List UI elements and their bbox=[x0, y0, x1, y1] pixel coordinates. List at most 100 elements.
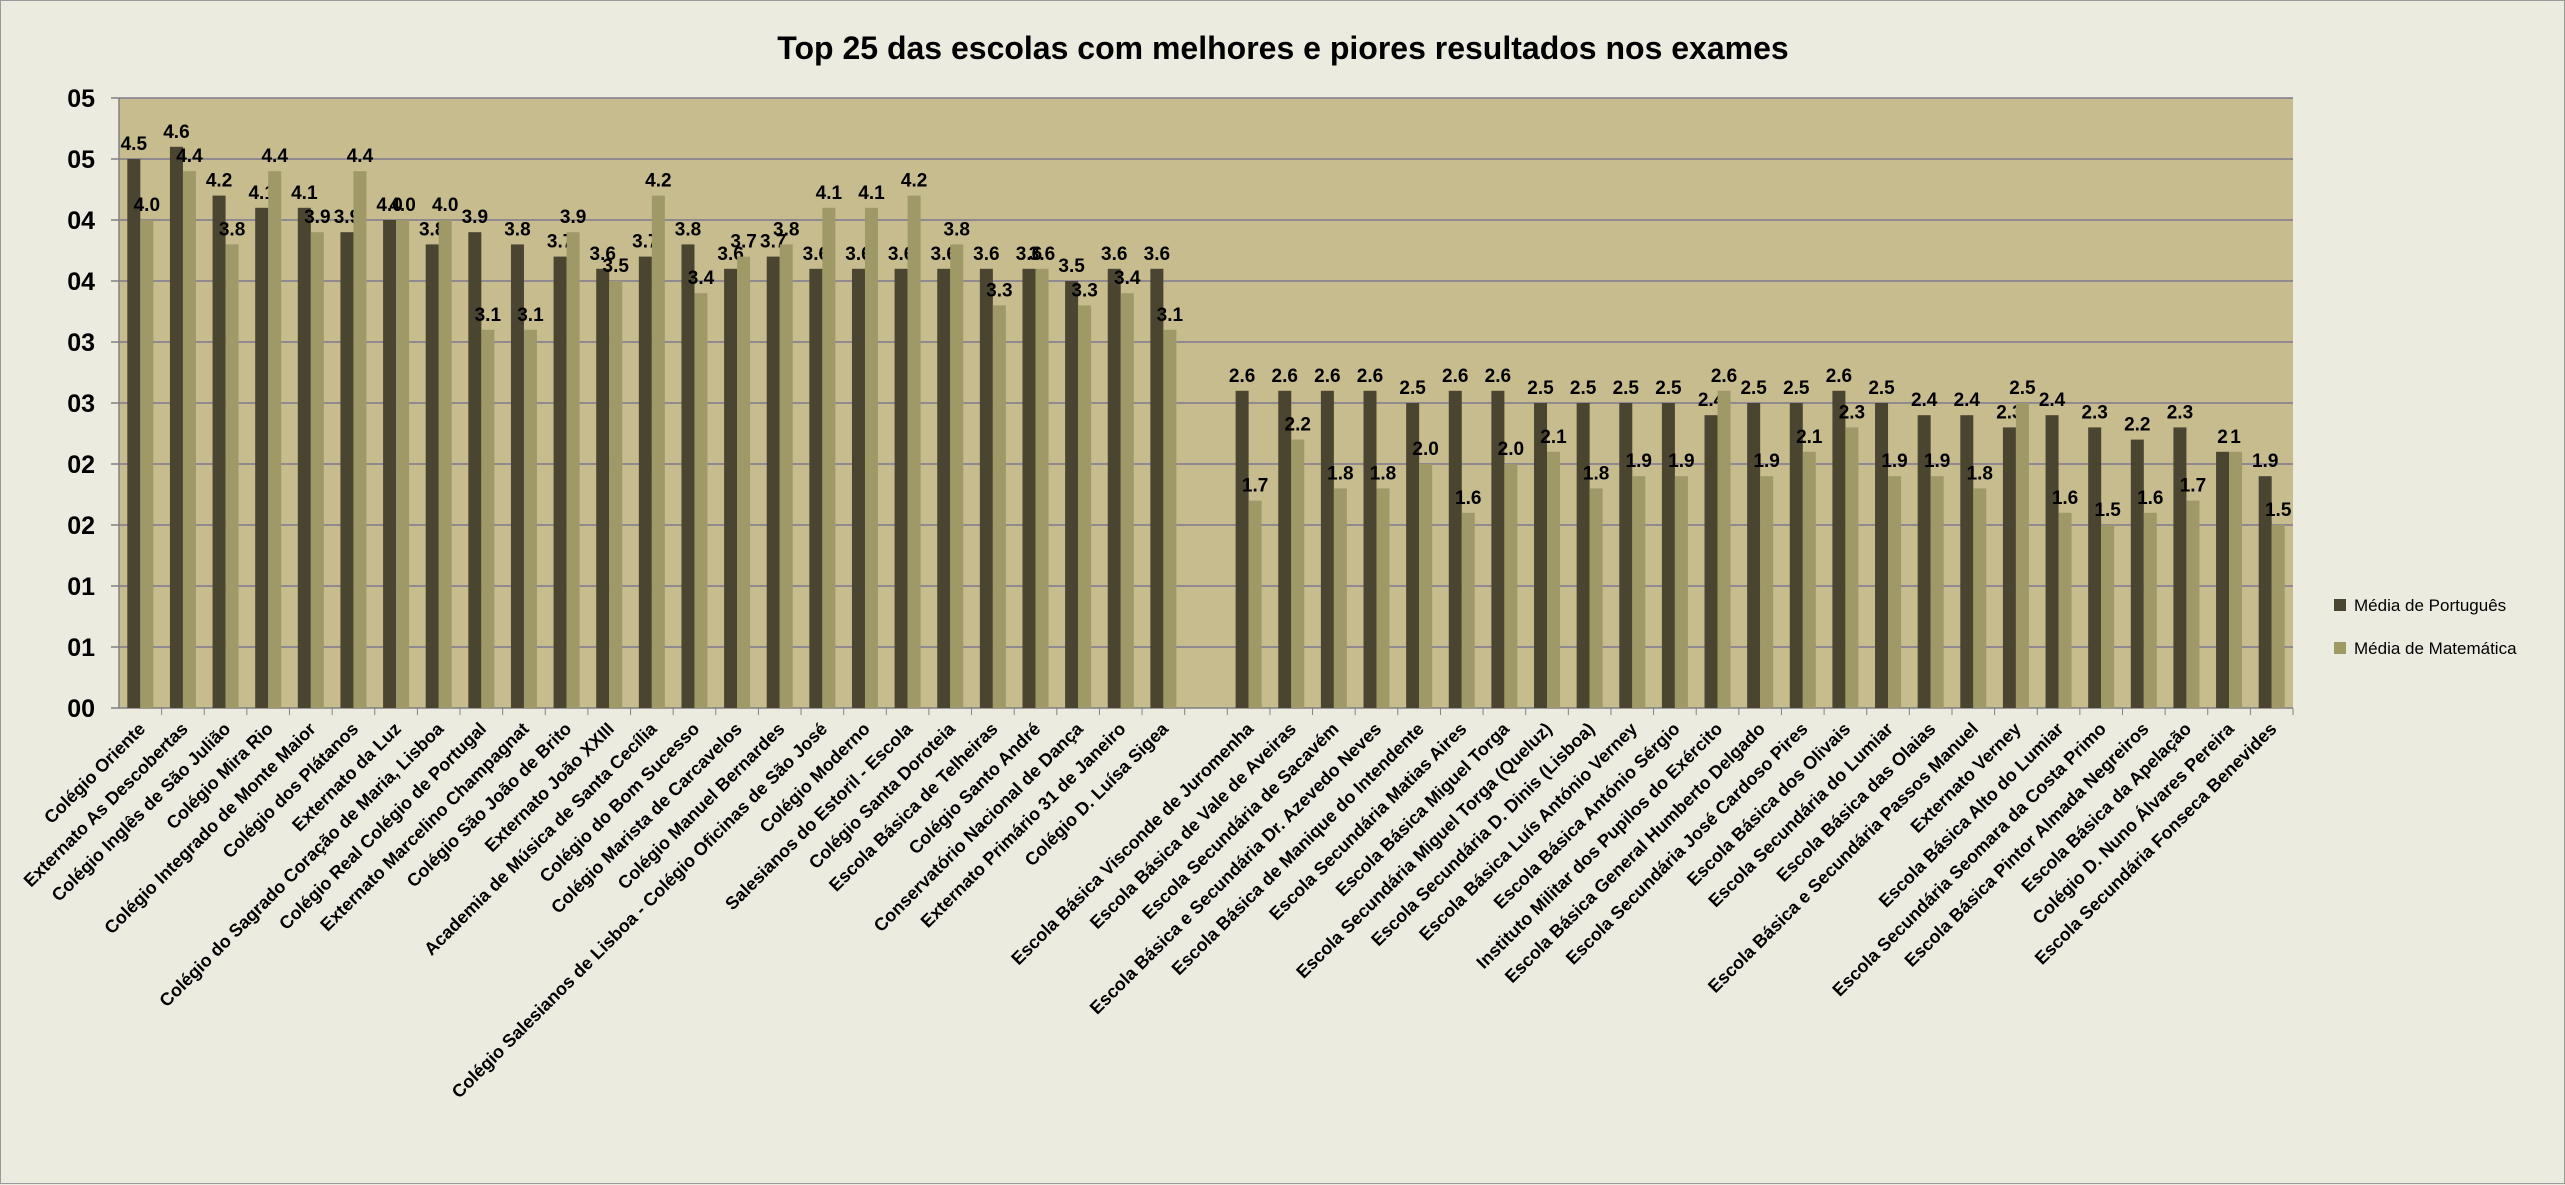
bar bbox=[1278, 390, 1292, 708]
data-label: 1.7 bbox=[1242, 476, 1268, 497]
data-label: 1.6 bbox=[2137, 488, 2163, 509]
data-label: 2.6 bbox=[1314, 366, 1340, 387]
data-label: 1.9 bbox=[2252, 451, 2278, 472]
data-label: 3.8 bbox=[219, 219, 245, 240]
data-label: 2.0 bbox=[1498, 439, 1524, 460]
bar bbox=[992, 305, 1006, 708]
data-label: 2.2 bbox=[1285, 415, 1311, 436]
bar bbox=[340, 232, 354, 708]
bar bbox=[1960, 415, 1974, 708]
bar bbox=[2143, 512, 2157, 708]
data-label: 2.1 bbox=[1796, 427, 1823, 448]
data-label: 2.6 bbox=[1485, 366, 1511, 387]
bar bbox=[2101, 525, 2115, 708]
data-label: 1.6 bbox=[1455, 488, 1481, 509]
data-label: 2.6 bbox=[1229, 366, 1255, 387]
y-tick-label: 00 bbox=[67, 695, 95, 723]
data-label: 1.9 bbox=[1924, 451, 1950, 472]
y-tick-label: 01 bbox=[67, 634, 95, 662]
data-label: 1.8 bbox=[1967, 463, 1993, 484]
data-label: 1.5 bbox=[2265, 500, 2292, 521]
data-label: 3.8 bbox=[675, 219, 701, 240]
bar bbox=[1704, 415, 1718, 708]
bar bbox=[1888, 476, 1902, 708]
bar bbox=[2088, 427, 2102, 708]
bar bbox=[1120, 293, 1134, 708]
data-label: 4.1 bbox=[291, 183, 318, 204]
y-tick-label: 05 bbox=[67, 85, 95, 113]
y-tick-label: 02 bbox=[67, 451, 95, 479]
data-label: 4.2 bbox=[645, 171, 671, 192]
bar bbox=[212, 195, 226, 709]
bar bbox=[510, 244, 524, 708]
bar bbox=[2015, 403, 2029, 708]
bar bbox=[864, 207, 878, 709]
data-label: 2.3 bbox=[2081, 402, 2107, 423]
data-label: 4.0 bbox=[376, 195, 402, 216]
bar bbox=[2058, 512, 2072, 708]
bar bbox=[766, 256, 780, 708]
bar bbox=[651, 195, 665, 709]
bar bbox=[353, 171, 367, 708]
bar bbox=[1674, 476, 1688, 708]
bar bbox=[1461, 512, 1475, 708]
bar bbox=[779, 244, 793, 708]
data-label: 1.9 bbox=[1753, 451, 1779, 472]
data-label: 4.4 bbox=[261, 146, 288, 167]
bar bbox=[1832, 390, 1846, 708]
y-tick-label: 02 bbox=[67, 512, 95, 540]
bar bbox=[809, 268, 823, 708]
data-label: 2.0 bbox=[1412, 439, 1438, 460]
bar bbox=[1760, 476, 1774, 708]
data-label: 1.8 bbox=[1370, 463, 1396, 484]
bar bbox=[523, 329, 537, 708]
bar bbox=[1845, 427, 1859, 708]
y-tick-label: 04 bbox=[67, 207, 95, 235]
data-label: 2.5 bbox=[2009, 378, 2036, 399]
y-tick-label: 01 bbox=[67, 573, 95, 601]
data-label: 1 bbox=[2230, 427, 2241, 448]
bar bbox=[851, 268, 865, 708]
data-label: 3.6 bbox=[1029, 244, 1055, 265]
bar bbox=[937, 268, 951, 708]
data-label: 2.5 bbox=[1527, 378, 1554, 399]
bar bbox=[553, 256, 567, 708]
bar bbox=[1632, 476, 1646, 708]
bar bbox=[1163, 329, 1177, 708]
y-tick-label: 03 bbox=[67, 329, 95, 357]
data-label: 3.8 bbox=[504, 219, 530, 240]
bar bbox=[182, 171, 196, 708]
data-label: 4.4 bbox=[347, 146, 374, 167]
legend-swatch bbox=[2334, 599, 2346, 611]
data-label: 2.5 bbox=[1868, 378, 1895, 399]
bar bbox=[724, 268, 738, 708]
legend-swatch bbox=[2334, 642, 2346, 654]
data-label: 2.5 bbox=[1570, 378, 1597, 399]
legend-label: Média de Matemática bbox=[2354, 639, 2517, 658]
data-label: 2.5 bbox=[1613, 378, 1640, 399]
data-label: 3.3 bbox=[1071, 280, 1097, 301]
data-label: 3.6 bbox=[1144, 244, 1170, 265]
bar bbox=[1491, 390, 1505, 708]
bar bbox=[1930, 476, 1944, 708]
bar bbox=[268, 171, 282, 708]
bar bbox=[1619, 403, 1633, 708]
data-label: 1.9 bbox=[1626, 451, 1652, 472]
bar bbox=[1035, 268, 1049, 708]
bar bbox=[638, 256, 652, 708]
data-label: 3.9 bbox=[560, 207, 586, 228]
data-label: 2.5 bbox=[1399, 378, 1426, 399]
bar bbox=[310, 232, 324, 708]
bar bbox=[1504, 464, 1518, 708]
data-label: 2.6 bbox=[1711, 366, 1737, 387]
data-label: 2 bbox=[2217, 427, 2228, 448]
bar bbox=[950, 244, 964, 708]
data-label: 4.0 bbox=[134, 195, 160, 216]
bar bbox=[1747, 403, 1761, 708]
data-label: 3.6 bbox=[973, 244, 999, 265]
data-label: 4.5 bbox=[121, 134, 148, 155]
bar bbox=[2271, 525, 2285, 708]
